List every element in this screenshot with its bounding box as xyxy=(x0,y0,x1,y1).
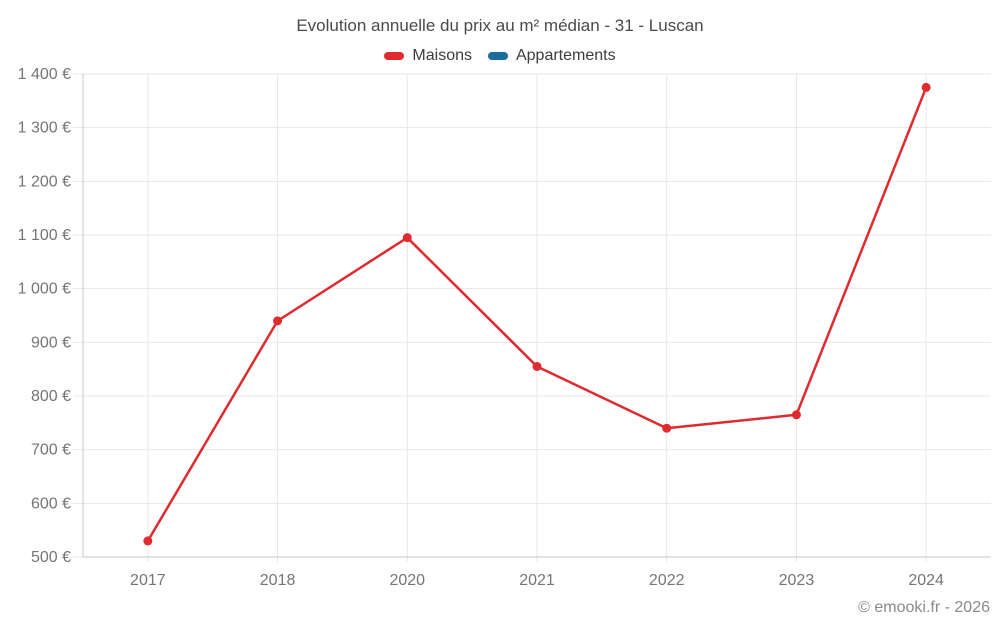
data-point-maisons[interactable] xyxy=(532,361,542,371)
legend-swatch-appartements-icon xyxy=(487,52,508,60)
data-point-maisons[interactable] xyxy=(273,316,283,326)
data-point-maisons[interactable] xyxy=(143,536,153,546)
legend: Maisons Appartements xyxy=(0,45,1000,67)
y-tick-label: 700 € xyxy=(31,442,71,459)
legend-item-appartements[interactable]: Appartements xyxy=(487,47,616,65)
x-tick-label: 2017 xyxy=(130,572,166,589)
y-tick-label: 1 300 € xyxy=(18,120,71,137)
y-tick-label: 1 100 € xyxy=(18,227,71,244)
y-tick-label: 800 € xyxy=(31,388,71,405)
x-tick-label: 2023 xyxy=(779,572,815,589)
y-tick-label: 600 € xyxy=(31,495,71,512)
data-point-maisons[interactable] xyxy=(791,410,801,420)
data-point-maisons[interactable] xyxy=(662,423,672,433)
x-tick-label: 2018 xyxy=(260,572,296,589)
footer-credit: © emooki.fr - 2026 xyxy=(858,599,990,616)
y-tick-label: 900 € xyxy=(31,334,71,351)
legend-label-maisons: Maisons xyxy=(412,47,472,64)
y-tick-label: 500 € xyxy=(31,549,71,566)
y-tick-label: 1 200 € xyxy=(18,173,71,190)
x-tick-label: 2024 xyxy=(908,572,944,589)
legend-label-appartements: Appartements xyxy=(515,47,616,64)
y-tick-label: 1 400 € xyxy=(18,66,71,83)
chart-title: Evolution annuelle du prix au m² médian … xyxy=(296,16,704,35)
data-point-maisons[interactable] xyxy=(921,82,931,92)
y-tick-label: 1 000 € xyxy=(18,281,71,298)
legend-item-maisons[interactable]: Maisons xyxy=(384,47,472,65)
x-tick-label: 2020 xyxy=(389,572,425,589)
legend-swatch-maisons-icon xyxy=(384,52,405,60)
data-point-maisons[interactable] xyxy=(402,233,412,243)
x-tick-label: 2022 xyxy=(649,572,685,589)
x-tick-label: 2021 xyxy=(519,572,555,589)
